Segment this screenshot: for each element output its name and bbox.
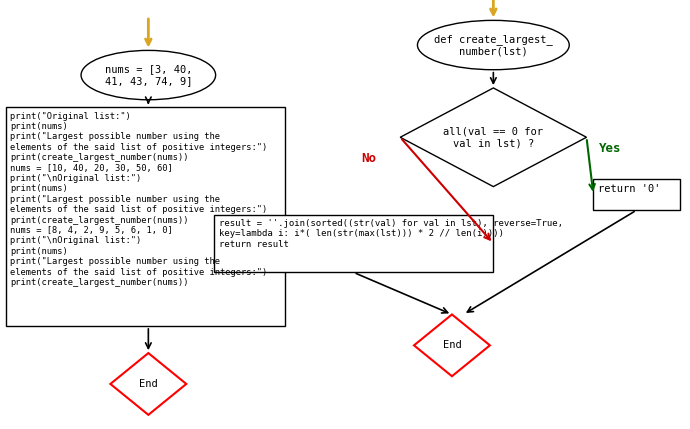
Text: End: End — [139, 379, 158, 389]
FancyBboxPatch shape — [593, 179, 680, 210]
Text: return '0': return '0' — [598, 184, 661, 193]
Polygon shape — [110, 353, 186, 415]
Text: print("Original list:")
print(nums)
print("Largest possible number using the
ele: print("Original list:") print(nums) prin… — [10, 112, 268, 287]
Text: nums = [3, 40,
41, 43, 74, 9]: nums = [3, 40, 41, 43, 74, 9] — [105, 64, 192, 86]
Polygon shape — [400, 88, 586, 187]
Text: No: No — [362, 152, 377, 165]
Text: End: End — [442, 340, 462, 350]
Ellipse shape — [81, 51, 215, 100]
FancyBboxPatch shape — [214, 214, 493, 272]
Text: all(val == 0 for
val in lst) ?: all(val == 0 for val in lst) ? — [444, 127, 543, 148]
Text: result = ''.join(sorted((str(val) for val in lst), reverse=True,
key=lambda i: i: result = ''.join(sorted((str(val) for va… — [219, 219, 563, 248]
Ellipse shape — [417, 20, 569, 70]
Text: def create_largest_
number(lst): def create_largest_ number(lst) — [434, 34, 553, 56]
FancyBboxPatch shape — [6, 107, 285, 326]
Text: Yes: Yes — [600, 142, 622, 154]
Polygon shape — [414, 314, 490, 376]
